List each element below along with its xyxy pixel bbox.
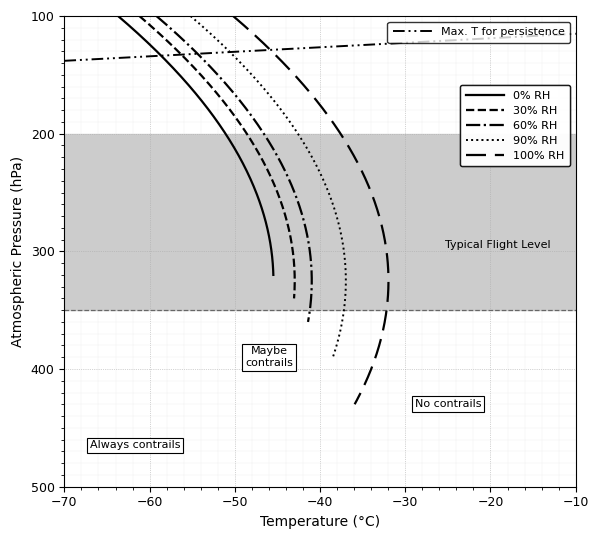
Text: No contrails: No contrails [415, 399, 481, 409]
Text: Always contrails: Always contrails [90, 441, 181, 450]
Text: Maybe
contrails: Maybe contrails [245, 347, 293, 368]
Y-axis label: Atmospheric Pressure (hPa): Atmospheric Pressure (hPa) [11, 156, 25, 347]
X-axis label: Temperature (°C): Temperature (°C) [260, 515, 380, 529]
Text: Typical Flight Level: Typical Flight Level [445, 240, 550, 251]
Bar [64, 134, 576, 310]
Legend: 0% RH, 30% RH, 60% RH, 90% RH, 100% RH: 0% RH, 30% RH, 60% RH, 90% RH, 100% RH [460, 85, 570, 166]
